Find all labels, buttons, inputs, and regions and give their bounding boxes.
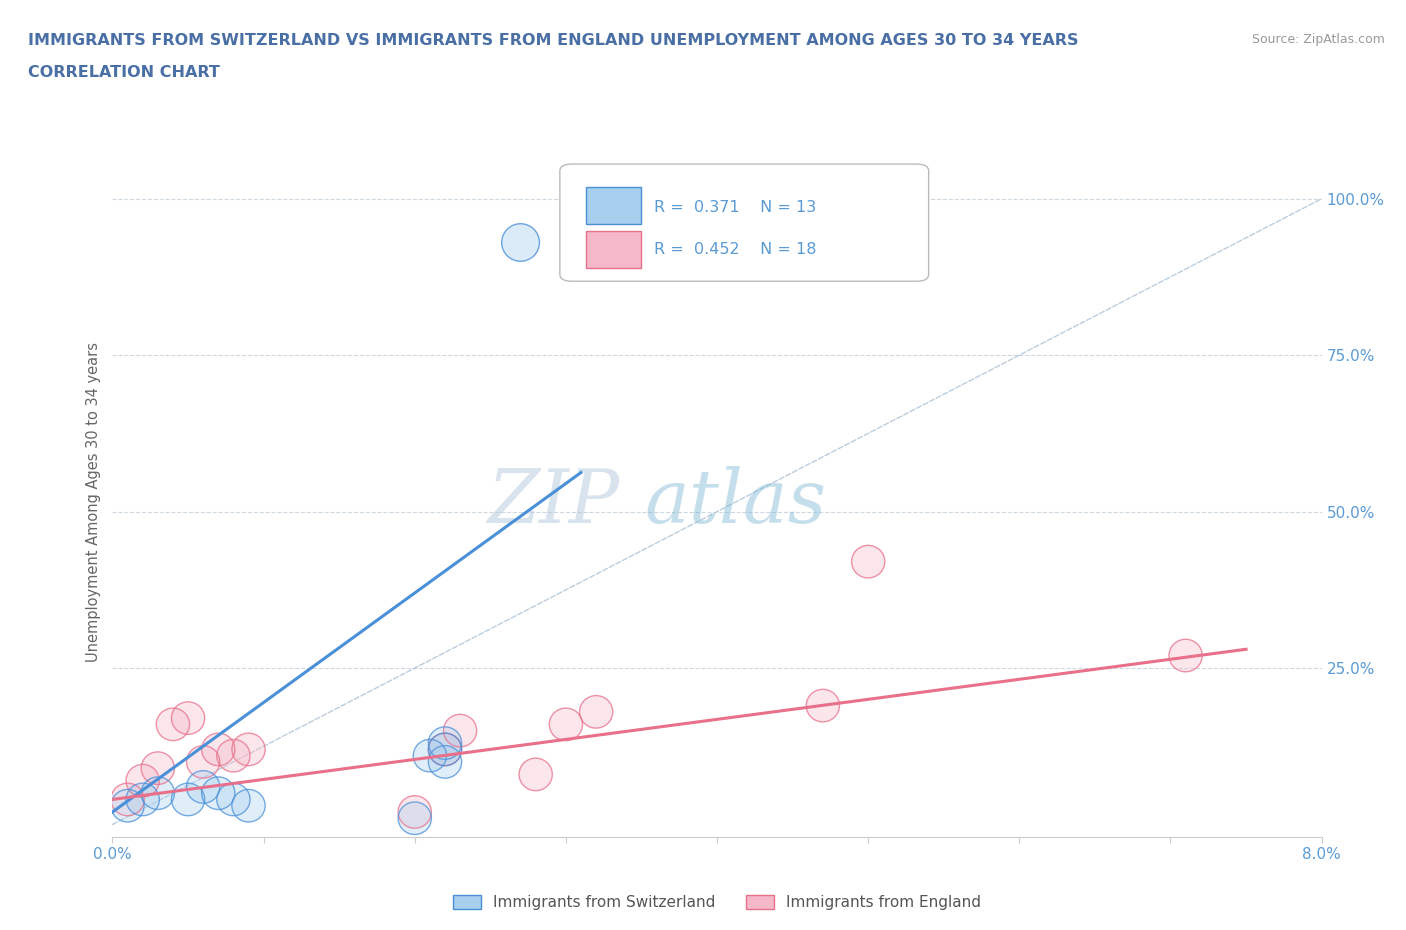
Ellipse shape (172, 783, 205, 816)
Ellipse shape (111, 790, 145, 822)
Legend: Immigrants from Switzerland, Immigrants from England: Immigrants from Switzerland, Immigrants … (447, 889, 987, 916)
Ellipse shape (579, 696, 613, 728)
Ellipse shape (232, 790, 266, 822)
Ellipse shape (141, 777, 174, 809)
Ellipse shape (398, 796, 432, 829)
FancyBboxPatch shape (560, 164, 929, 281)
Text: Source: ZipAtlas.com: Source: ZipAtlas.com (1251, 33, 1385, 46)
Ellipse shape (201, 777, 235, 809)
Ellipse shape (187, 771, 219, 804)
Ellipse shape (413, 739, 447, 772)
Ellipse shape (172, 702, 205, 735)
Ellipse shape (806, 689, 839, 722)
Ellipse shape (852, 545, 884, 578)
Text: atlas: atlas (644, 466, 827, 538)
Ellipse shape (156, 708, 190, 740)
Text: R =  0.371    N = 13: R = 0.371 N = 13 (654, 200, 817, 215)
Ellipse shape (429, 746, 461, 778)
Ellipse shape (217, 739, 250, 772)
Ellipse shape (127, 764, 159, 797)
Ellipse shape (1168, 639, 1202, 671)
Text: R =  0.452    N = 18: R = 0.452 N = 18 (654, 243, 817, 258)
Ellipse shape (429, 733, 461, 765)
Y-axis label: Unemployment Among Ages 30 to 34 years: Unemployment Among Ages 30 to 34 years (86, 342, 101, 662)
Ellipse shape (502, 224, 540, 261)
Ellipse shape (443, 714, 477, 747)
Text: CORRELATION CHART: CORRELATION CHART (28, 65, 219, 80)
FancyBboxPatch shape (586, 231, 641, 268)
Ellipse shape (187, 746, 219, 778)
Ellipse shape (127, 783, 159, 816)
Ellipse shape (429, 727, 461, 760)
Ellipse shape (141, 751, 174, 784)
Ellipse shape (201, 733, 235, 765)
Ellipse shape (519, 758, 553, 790)
Text: IMMIGRANTS FROM SWITZERLAND VS IMMIGRANTS FROM ENGLAND UNEMPLOYMENT AMONG AGES 3: IMMIGRANTS FROM SWITZERLAND VS IMMIGRANT… (28, 33, 1078, 47)
Ellipse shape (232, 733, 266, 765)
Ellipse shape (429, 733, 461, 765)
Text: ZIP: ZIP (488, 466, 620, 538)
FancyBboxPatch shape (586, 188, 641, 224)
Ellipse shape (111, 783, 145, 816)
Ellipse shape (217, 783, 250, 816)
Ellipse shape (550, 708, 582, 740)
Ellipse shape (398, 802, 432, 834)
